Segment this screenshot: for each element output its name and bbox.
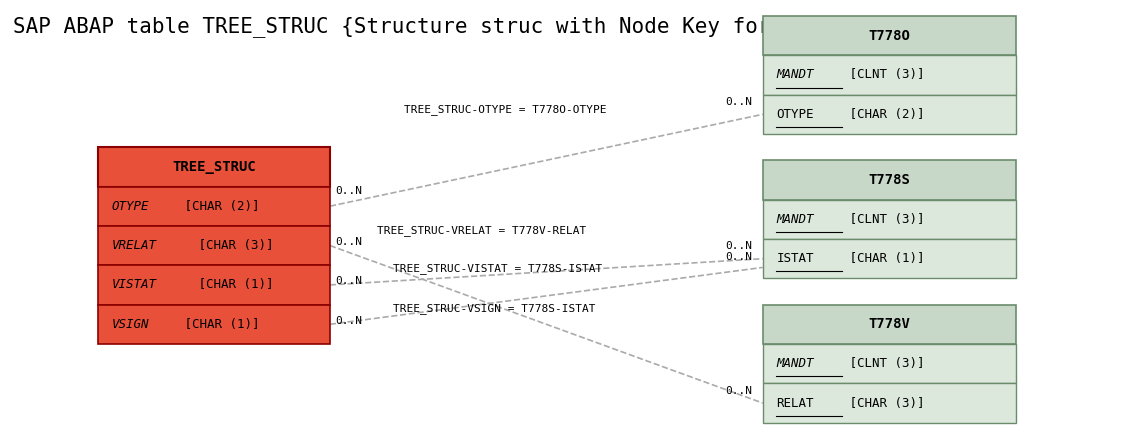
Text: TREE_STRUC-VRELAT = T778V-RELAT: TREE_STRUC-VRELAT = T778V-RELAT <box>377 225 587 236</box>
Text: [CLNT (3)]: [CLNT (3)] <box>842 213 925 226</box>
Text: T778V: T778V <box>868 317 910 331</box>
FancyBboxPatch shape <box>98 305 330 344</box>
Text: [CLNT (3)]: [CLNT (3)] <box>842 69 925 82</box>
FancyBboxPatch shape <box>763 344 1016 383</box>
Text: T778O: T778O <box>868 29 910 43</box>
FancyBboxPatch shape <box>763 95 1016 134</box>
FancyBboxPatch shape <box>763 160 1016 200</box>
Text: VISTAT: VISTAT <box>112 279 157 291</box>
FancyBboxPatch shape <box>98 187 330 226</box>
FancyBboxPatch shape <box>763 383 1016 423</box>
Text: [CHAR (3)]: [CHAR (3)] <box>842 396 925 409</box>
Text: [CHAR (1)]: [CHAR (1)] <box>177 318 260 331</box>
Text: 0..N: 0..N <box>726 97 753 107</box>
Text: TREE_STRUC-OTYPE = T778O-OTYPE: TREE_STRUC-OTYPE = T778O-OTYPE <box>404 105 606 116</box>
Text: OTYPE: OTYPE <box>112 200 149 213</box>
FancyBboxPatch shape <box>98 147 330 187</box>
FancyBboxPatch shape <box>98 226 330 265</box>
Text: OTYPE: OTYPE <box>777 108 814 121</box>
Text: VSIGN: VSIGN <box>112 318 149 331</box>
Text: [CHAR (2)]: [CHAR (2)] <box>177 200 260 213</box>
Text: SAP ABAP table TREE_STRUC {Structure struc with Node Key for Tree Control}: SAP ABAP table TREE_STRUC {Structure str… <box>14 16 947 37</box>
Text: MANDT: MANDT <box>777 69 814 82</box>
FancyBboxPatch shape <box>763 55 1016 95</box>
Text: 0..N: 0..N <box>726 241 753 252</box>
FancyBboxPatch shape <box>98 265 330 305</box>
Text: MANDT: MANDT <box>777 213 814 226</box>
Text: [CLNT (3)]: [CLNT (3)] <box>842 357 925 370</box>
Text: MANDT: MANDT <box>777 357 814 370</box>
FancyBboxPatch shape <box>763 16 1016 55</box>
FancyBboxPatch shape <box>763 239 1016 278</box>
Text: VRELAT: VRELAT <box>112 239 157 252</box>
Text: 0..N: 0..N <box>726 253 753 262</box>
Text: TREE_STRUC-VISTAT = T778S-ISTAT: TREE_STRUC-VISTAT = T778S-ISTAT <box>393 263 603 274</box>
Text: 0..N: 0..N <box>335 276 362 286</box>
Text: TREE_STRUC-VSIGN = T778S-ISTAT: TREE_STRUC-VSIGN = T778S-ISTAT <box>393 303 596 315</box>
Text: [CHAR (1)]: [CHAR (1)] <box>842 252 925 265</box>
Text: 0..N: 0..N <box>335 237 362 248</box>
Text: [CHAR (1)]: [CHAR (1)] <box>191 279 273 291</box>
Text: 0..N: 0..N <box>335 316 362 326</box>
Text: [CHAR (2)]: [CHAR (2)] <box>842 108 925 121</box>
Text: 0..N: 0..N <box>335 186 362 196</box>
Text: ISTAT: ISTAT <box>777 252 814 265</box>
Text: TREE_STRUC: TREE_STRUC <box>172 160 256 174</box>
FancyBboxPatch shape <box>763 200 1016 239</box>
Text: 0..N: 0..N <box>726 386 753 396</box>
Text: RELAT: RELAT <box>777 396 814 409</box>
FancyBboxPatch shape <box>763 305 1016 344</box>
Text: T778S: T778S <box>868 173 910 187</box>
Text: [CHAR (3)]: [CHAR (3)] <box>191 239 273 252</box>
